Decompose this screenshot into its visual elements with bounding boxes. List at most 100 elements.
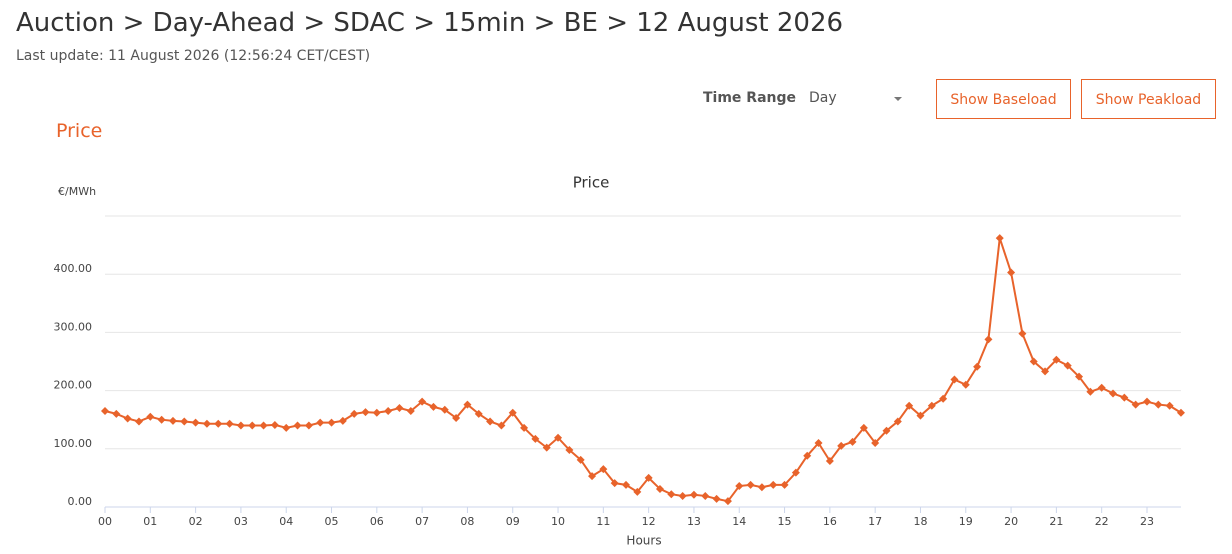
point	[633, 487, 642, 496]
point	[735, 482, 744, 491]
section-title: Price	[56, 120, 103, 142]
point	[338, 416, 347, 425]
point	[950, 375, 959, 384]
point	[350, 409, 359, 418]
peakload-button[interactable]: Show Peakload	[1081, 79, 1216, 119]
x-tick-label: 00	[98, 515, 112, 528]
point	[837, 441, 846, 450]
point	[531, 434, 540, 443]
point	[440, 405, 449, 414]
point	[146, 412, 155, 421]
chart-title: Price	[573, 174, 610, 192]
point	[871, 438, 880, 447]
baseload-button[interactable]: Show Baseload	[936, 79, 1071, 119]
y-tick-label: 100.00	[54, 437, 93, 450]
point	[780, 480, 789, 489]
point	[1052, 355, 1061, 364]
point	[168, 416, 177, 425]
point	[588, 472, 597, 481]
point	[429, 402, 438, 411]
point	[1109, 389, 1118, 398]
point	[486, 417, 495, 426]
point	[520, 423, 529, 432]
time-range-select[interactable]: Day	[809, 90, 905, 106]
x-tick-label: 19	[959, 515, 973, 528]
point	[1041, 367, 1050, 376]
point	[225, 419, 234, 428]
point	[214, 419, 223, 428]
point	[803, 451, 812, 460]
point	[893, 417, 902, 426]
y-axis-label: €/MWh	[58, 185, 96, 198]
point	[304, 421, 313, 430]
x-tick-label: 21	[1049, 515, 1063, 528]
point	[927, 401, 936, 410]
x-axis-label: Hours	[626, 534, 661, 548]
point	[134, 417, 143, 426]
point	[361, 408, 370, 417]
point	[621, 480, 630, 489]
point	[689, 490, 698, 499]
x-tick-label: 03	[234, 515, 248, 528]
point	[554, 433, 563, 442]
x-tick-label: 02	[189, 515, 203, 528]
point	[406, 406, 415, 415]
point	[1131, 400, 1140, 409]
point	[282, 423, 291, 432]
point	[1029, 357, 1038, 366]
point	[316, 418, 325, 427]
x-tick-label: 07	[415, 515, 429, 528]
point	[1097, 383, 1106, 392]
point	[859, 423, 868, 432]
point	[1154, 400, 1163, 409]
x-tick-label: 12	[642, 515, 656, 528]
point	[248, 421, 257, 430]
point	[372, 408, 381, 417]
point	[576, 455, 585, 464]
point	[101, 406, 109, 415]
point	[1007, 268, 1016, 277]
point	[769, 480, 778, 489]
point	[882, 426, 891, 435]
point	[180, 417, 189, 426]
point	[418, 397, 427, 406]
point	[814, 438, 823, 447]
point	[565, 445, 574, 454]
point	[259, 421, 268, 430]
point	[995, 234, 1004, 243]
x-tick-label: 01	[143, 515, 157, 528]
x-tick-label: 04	[279, 515, 293, 528]
x-tick-label: 16	[823, 515, 837, 528]
point	[542, 443, 551, 452]
point	[701, 491, 710, 500]
point	[474, 409, 483, 418]
point	[1120, 393, 1129, 402]
point	[384, 406, 393, 415]
point	[678, 491, 687, 500]
x-tick-label: 22	[1095, 515, 1109, 528]
x-tick-label: 18	[913, 515, 927, 528]
x-tick-label: 10	[551, 515, 565, 528]
point	[123, 414, 132, 423]
point	[293, 421, 302, 430]
x-tick-label: 20	[1004, 515, 1018, 528]
point	[1086, 387, 1095, 396]
y-tick-label: 400.00	[54, 262, 93, 275]
x-tick-label: 13	[687, 515, 701, 528]
point	[848, 437, 857, 446]
point	[1075, 372, 1084, 381]
point	[236, 421, 245, 430]
x-tick-label: 08	[460, 515, 474, 528]
x-tick-label: 09	[506, 515, 520, 528]
point	[644, 473, 653, 482]
point	[610, 479, 619, 488]
x-tick-label: 05	[325, 515, 339, 528]
x-tick-label: 17	[868, 515, 882, 528]
point	[655, 484, 664, 493]
point	[961, 380, 970, 389]
point	[1142, 397, 1151, 406]
x-tick-label: 06	[370, 515, 384, 528]
y-tick-label: 0.00	[68, 495, 93, 508]
